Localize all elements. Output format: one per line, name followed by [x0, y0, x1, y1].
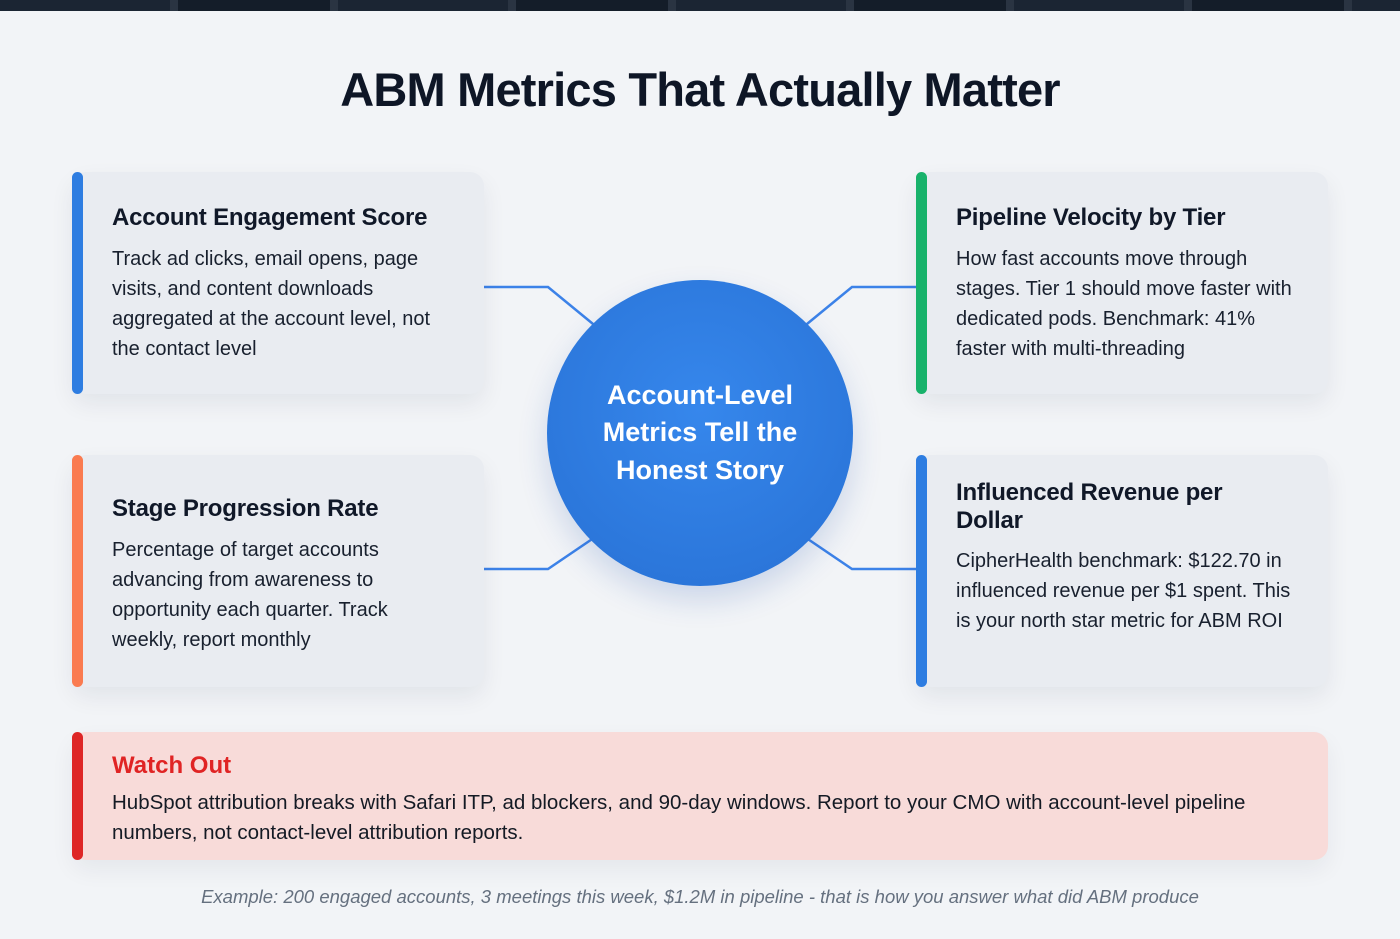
center-circle-text: Account-Level Metrics Tell the Honest St…: [602, 380, 798, 485]
accent-bar-red: [72, 732, 83, 860]
card-pipeline-velocity-by-tier: Pipeline Velocity by Tier How fast accou…: [916, 172, 1328, 394]
warning-title: Watch Out: [112, 752, 232, 779]
card-content: Influenced Revenue per Dollar CipherHeal…: [916, 455, 1328, 660]
card-body: Percentage of target accounts advancing …: [112, 538, 388, 651]
accent-bar-blue: [916, 455, 927, 687]
card-title: Stage Progression Rate: [112, 495, 379, 522]
card-title: Account Engagement Score: [112, 204, 428, 231]
warning-content: Watch Out HubSpot attribution breaks wit…: [72, 732, 1328, 865]
card-body: How fast accounts move through stages. T…: [956, 247, 1292, 360]
center-circle: Account-Level Metrics Tell the Honest St…: [547, 280, 853, 586]
card-content: Stage Progression Rate Percentage of tar…: [72, 455, 484, 679]
card-body: CipherHealth benchmark: $122.70 in influ…: [956, 550, 1291, 633]
card-account-engagement-score: Account Engagement Score Track ad clicks…: [72, 172, 484, 394]
card-title: Pipeline Velocity by Tier: [956, 204, 1226, 231]
card-influenced-revenue-per-dollar: Influenced Revenue per Dollar CipherHeal…: [916, 455, 1328, 687]
accent-bar-orange: [72, 455, 83, 687]
accent-bar-blue: [72, 172, 83, 394]
warning-card: Watch Out HubSpot attribution breaks wit…: [72, 732, 1328, 860]
card-content: Pipeline Velocity by Tier How fast accou…: [916, 172, 1328, 388]
card-body: Track ad clicks, email opens, page visit…: [112, 247, 431, 360]
card-title: Influenced Revenue per Dollar: [956, 479, 1223, 534]
page-title: ABM Metrics That Actually Matter: [340, 63, 1060, 116]
card-stage-progression-rate: Stage Progression Rate Percentage of tar…: [72, 455, 484, 687]
footer-note: Example: 200 engaged accounts, 3 meeting…: [201, 886, 1199, 907]
card-content: Account Engagement Score Track ad clicks…: [72, 172, 484, 388]
top-strip: [0, 0, 1400, 11]
warning-body: HubSpot attribution breaks with Safari I…: [112, 791, 1246, 844]
accent-bar-green: [916, 172, 927, 394]
